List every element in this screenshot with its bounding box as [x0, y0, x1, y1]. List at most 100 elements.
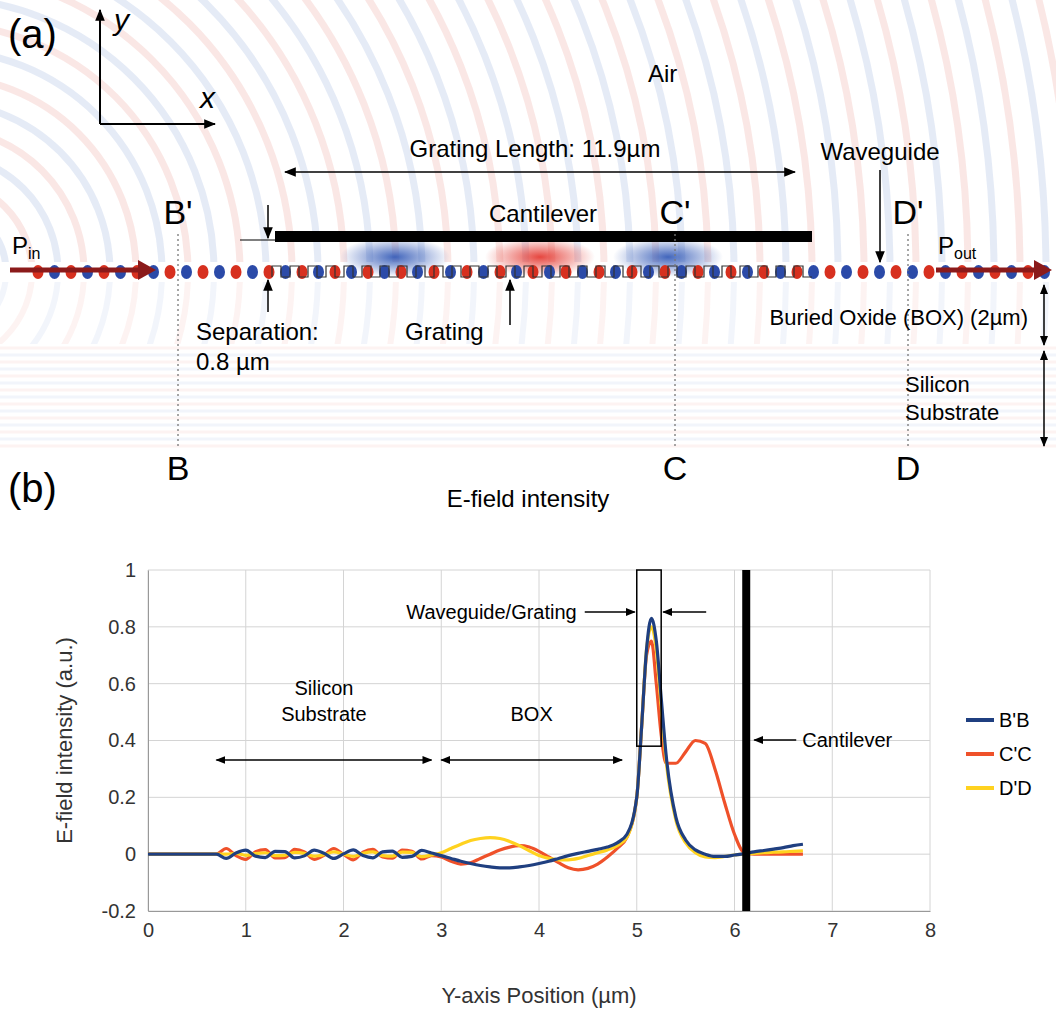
label: Silicon — [905, 372, 970, 397]
waveguide-field — [33, 265, 1051, 279]
legend-label: D'D — [999, 777, 1032, 799]
cut-label: B — [167, 449, 190, 487]
field-wave — [0, 438, 1056, 441]
series-line — [148, 627, 803, 860]
field-dot — [907, 265, 918, 279]
field-wave — [0, 282, 422, 344]
legend-label: B'B — [999, 709, 1030, 731]
field-wave — [0, 0, 890, 262]
field-wave — [0, 282, 890, 344]
field-wave — [0, 282, 344, 344]
power-arrow-head — [138, 260, 156, 280]
field-wave — [0, 0, 1056, 262]
tick-label: 4 — [534, 919, 545, 941]
arrow — [216, 759, 431, 761]
tick-label: 8 — [925, 919, 936, 941]
tick-label: 0.2 — [108, 786, 136, 808]
arrow — [267, 280, 269, 312]
arrow — [99, 10, 101, 124]
field-wave — [0, 282, 1046, 344]
cut-line — [177, 234, 178, 446]
field-wave — [0, 0, 838, 262]
cantilever-bar — [275, 231, 812, 242]
field-dot — [264, 265, 275, 279]
grid-line — [148, 570, 930, 571]
field-wave — [0, 282, 318, 344]
field-wave — [0, 282, 214, 344]
field-wave — [0, 0, 370, 262]
y-tick: -0.2 — [102, 900, 148, 922]
y-tick: 0 — [125, 843, 148, 865]
field-wave — [0, 0, 604, 262]
field-wave — [0, 0, 266, 262]
field-wave — [0, 417, 1056, 420]
field-wave — [0, 403, 1056, 406]
field-wave — [0, 282, 58, 344]
field-dot — [231, 265, 242, 279]
field-wave — [0, 0, 1056, 262]
waveguide-box — [637, 570, 661, 746]
panel-b: (b)012345678-0.200.20.40.60.81Y-axis Pos… — [8, 466, 1032, 1008]
field-wave — [0, 282, 32, 344]
field-wave — [0, 382, 1056, 385]
grating-outline — [272, 266, 812, 277]
field-wave — [0, 282, 734, 344]
arrow — [100, 123, 215, 125]
panel-a: yx(a)AirGrating Length: 11.9µmCantilever… — [0, 0, 1056, 1029]
tick-label: 5 — [632, 919, 643, 941]
field-wave — [0, 0, 812, 262]
x-tick: 2 — [338, 911, 349, 941]
guide-line — [240, 239, 276, 240]
field-wave — [0, 282, 1056, 344]
tick-label: 3 — [436, 919, 447, 941]
field-wave — [0, 282, 500, 344]
y-tick: 0.6 — [108, 673, 148, 695]
field-wave — [0, 424, 1056, 427]
y-tick: 0.4 — [108, 729, 148, 751]
field-wave — [0, 0, 448, 262]
cut-label: D — [896, 449, 921, 487]
arrow — [267, 205, 269, 238]
legend-label: C'C — [999, 743, 1032, 765]
field-wave — [0, 361, 1056, 364]
label: Buried Oxide (BOX) (2µm) — [770, 305, 1028, 330]
field-wave — [0, 282, 162, 344]
field-wave — [0, 282, 552, 344]
field-wave — [0, 0, 942, 262]
x-tick: 7 — [827, 911, 838, 941]
grid — [148, 570, 930, 911]
field-wave — [0, 0, 1046, 262]
field-dot — [775, 265, 786, 279]
tick-label: -0.2 — [102, 900, 136, 922]
arrow — [754, 739, 796, 741]
caption: E-field intensity — [447, 485, 610, 512]
field-wave — [0, 0, 786, 262]
y-axis: -0.200.20.40.60.81 — [102, 559, 149, 922]
power-arrow — [10, 268, 142, 273]
field-dot — [165, 265, 176, 279]
x-tick: 8 — [925, 911, 936, 941]
field-wave — [0, 0, 656, 262]
field-wave — [0, 0, 1056, 262]
field-wave — [0, 0, 526, 262]
field-wave — [0, 128, 84, 262]
field-wave — [0, 282, 1056, 344]
x-tick: 3 — [436, 911, 447, 941]
y-tick: 0.2 — [108, 786, 148, 808]
field-wave — [0, 389, 1056, 392]
grid-line — [148, 683, 930, 684]
field-wave — [0, 282, 6, 338]
field-dot — [379, 265, 390, 279]
field-wave — [0, 0, 968, 262]
arrow — [509, 280, 511, 325]
field-wave — [0, 282, 578, 344]
label: Air — [648, 60, 677, 87]
panel-label: (b) — [8, 466, 57, 510]
arrow — [879, 170, 881, 262]
field-wave — [0, 282, 396, 344]
field-wave — [0, 206, 6, 262]
cut-line — [674, 234, 675, 446]
field-wave — [0, 282, 812, 344]
annotation: BOX — [511, 703, 553, 725]
tick-label: 0 — [143, 919, 154, 941]
